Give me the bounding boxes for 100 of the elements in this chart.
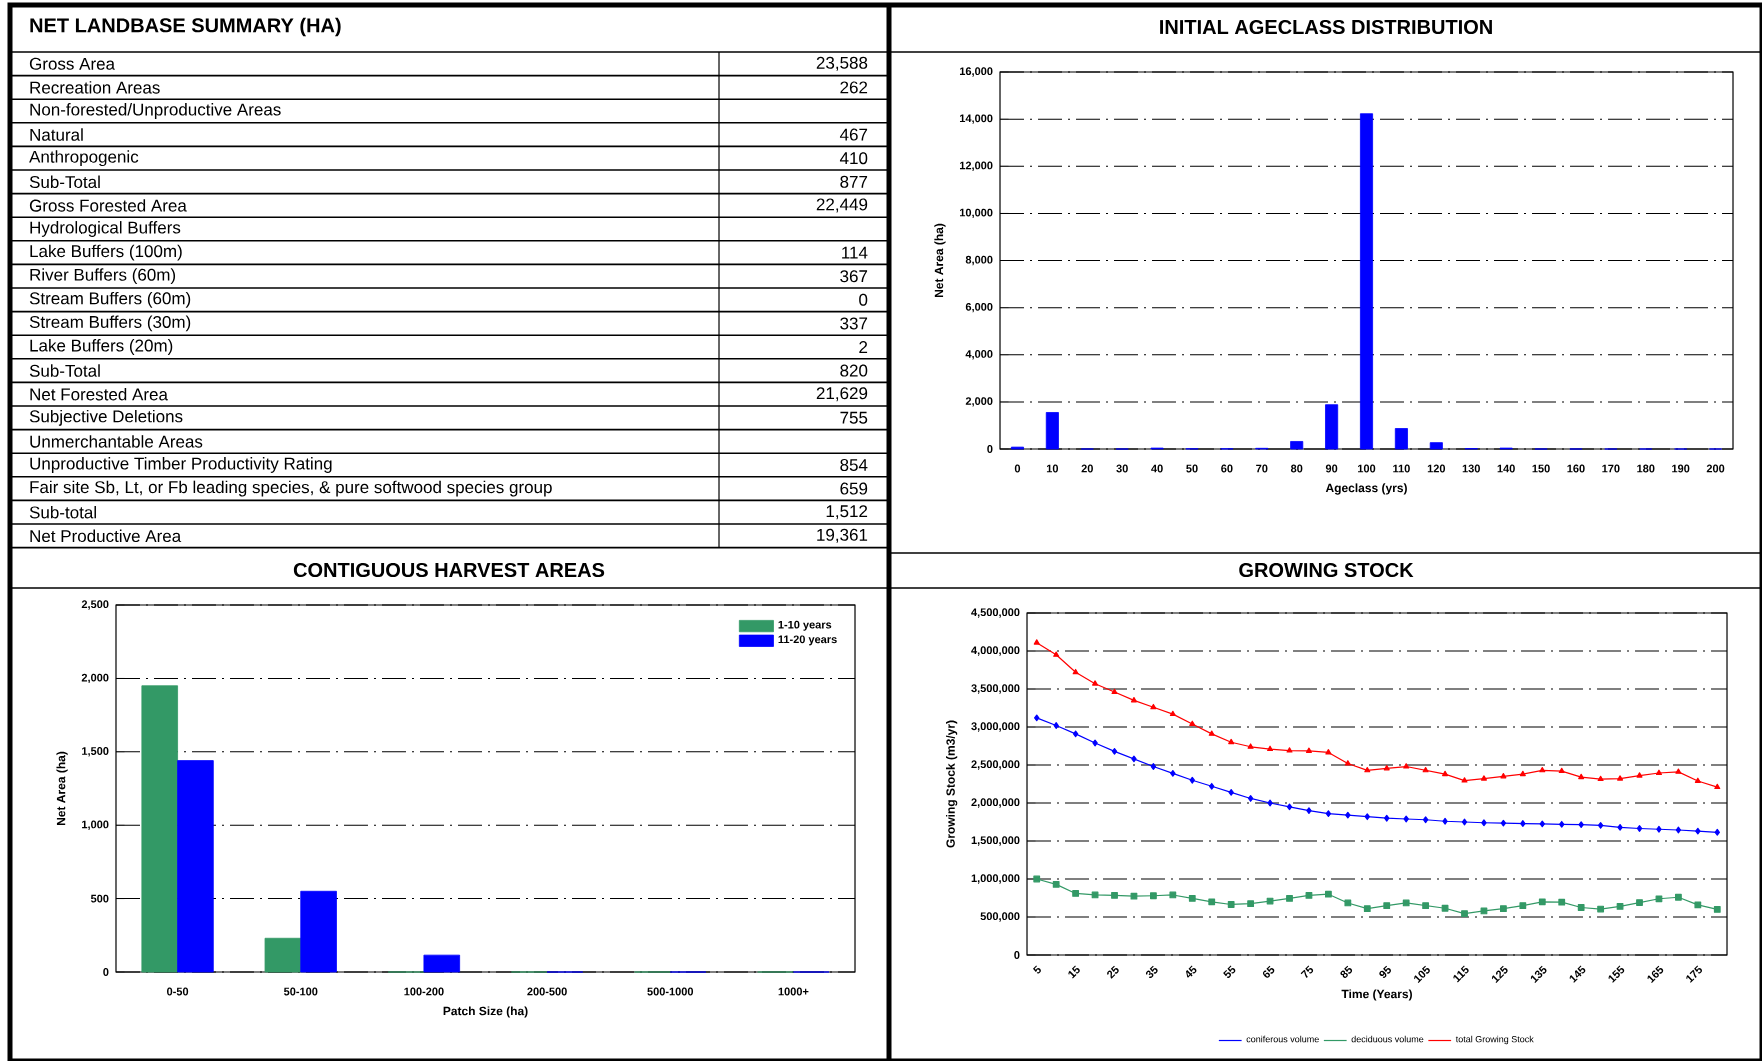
y-tick-label: 2,000 xyxy=(965,397,993,407)
legend-label: total Growing Stock xyxy=(1455,1035,1534,1045)
point xyxy=(1480,775,1487,781)
point xyxy=(1344,760,1351,766)
text: 820 xyxy=(840,364,868,377)
category-label: Hydrological Buffers xyxy=(30,221,181,237)
point xyxy=(1636,825,1643,832)
category-label: Subjective Deletions xyxy=(29,409,183,426)
point xyxy=(1597,775,1604,782)
x-axis-title: Ageclass (yrs) xyxy=(1325,483,1407,495)
point xyxy=(1150,892,1157,900)
bar xyxy=(264,937,302,973)
point xyxy=(1694,777,1701,783)
point xyxy=(1636,772,1643,778)
point xyxy=(1091,891,1099,899)
text: 410 xyxy=(839,152,868,165)
y-tick-label: 16,000 xyxy=(959,67,993,77)
x-tick-label: 45 xyxy=(1186,965,1197,978)
point xyxy=(1539,766,1546,773)
bar xyxy=(141,685,178,973)
bar xyxy=(423,954,461,973)
point xyxy=(1325,890,1332,898)
x-tick-label: 1000+ xyxy=(778,987,809,996)
point xyxy=(1111,688,1118,695)
y-tick-label: 4,000,000 xyxy=(971,646,1020,656)
text: 19,361 xyxy=(817,528,868,543)
point xyxy=(1402,899,1410,907)
point xyxy=(1538,898,1546,906)
y-tick-label: 1,000,000 xyxy=(971,874,1020,884)
category-label: Sub-Total xyxy=(29,175,100,189)
point xyxy=(1539,820,1545,828)
x-tick-label: 180 xyxy=(1637,464,1655,473)
x-tick-label: 100 xyxy=(1358,464,1376,473)
point xyxy=(1656,825,1662,833)
x-tick-label: 85 xyxy=(1340,965,1353,978)
point xyxy=(1616,902,1624,910)
point xyxy=(1558,767,1565,774)
x-tick-label: 55 xyxy=(1223,965,1236,978)
point xyxy=(1519,770,1526,777)
point xyxy=(1325,810,1332,818)
category-label: Lake Buffers (100m) xyxy=(30,244,182,261)
point xyxy=(1033,639,1040,645)
point xyxy=(1034,714,1040,722)
bar xyxy=(300,890,337,973)
point xyxy=(1344,899,1352,907)
y-tick-label: 2,000 xyxy=(81,673,109,684)
chart-title: GROWING STOCK xyxy=(1239,562,1414,578)
x-tick-label: 60 xyxy=(1221,464,1233,473)
point xyxy=(1306,807,1312,815)
point xyxy=(1383,902,1391,910)
point xyxy=(1500,819,1507,827)
point xyxy=(1617,775,1624,781)
x-tick-label: 500-1000 xyxy=(647,987,694,996)
point xyxy=(1325,749,1332,755)
point xyxy=(1286,894,1293,902)
text: 0 xyxy=(859,293,868,306)
x-tick-label: 145 xyxy=(1569,965,1586,983)
bar xyxy=(1325,404,1339,450)
point xyxy=(1209,782,1215,790)
legend-label: 11-20 years xyxy=(778,635,837,646)
x-tick-label: 20 xyxy=(1081,464,1093,473)
x-tick-label: 70 xyxy=(1256,464,1268,473)
point xyxy=(1578,821,1584,829)
point xyxy=(1130,892,1138,900)
x-tick-label: 95 xyxy=(1379,965,1391,978)
point xyxy=(1597,905,1605,913)
category-label: Stream Buffers (60m) xyxy=(29,291,191,308)
point xyxy=(1072,668,1079,675)
x-axis-title: Time (Years) xyxy=(1341,989,1412,1001)
point xyxy=(1111,891,1118,899)
y-axis-title: Net Area (ha) xyxy=(934,223,946,298)
point xyxy=(1461,910,1468,917)
point xyxy=(1208,730,1215,736)
point xyxy=(1227,901,1235,908)
text: 877 xyxy=(840,175,868,188)
point xyxy=(1364,813,1370,821)
x-tick-label: 165 xyxy=(1647,965,1664,983)
point xyxy=(1247,795,1254,802)
point xyxy=(1169,710,1176,717)
x-tick-label: 25 xyxy=(1107,965,1119,979)
y-tick-label: 1,500 xyxy=(82,747,109,757)
y-tick-label: 1,500,000 xyxy=(971,836,1020,846)
x-tick-label: 90 xyxy=(1325,464,1338,473)
x-tick-label: 50-100 xyxy=(283,987,318,996)
category-label: Fair site Sb, Lt, or Fb leading species, & pure softwood species group xyxy=(30,480,552,497)
point xyxy=(1364,766,1371,773)
point xyxy=(1383,765,1390,771)
x-tick-label: 75 xyxy=(1300,965,1314,978)
point xyxy=(1286,803,1293,811)
point xyxy=(1655,769,1662,775)
x-tick-label: 0-50 xyxy=(167,987,189,996)
point xyxy=(1617,823,1623,831)
category-label: Lake Buffers (20m) xyxy=(30,339,173,355)
x-tick-label: 160 xyxy=(1567,464,1585,473)
x-tick-label: 80 xyxy=(1290,464,1303,473)
point xyxy=(1228,788,1234,796)
point xyxy=(1500,773,1507,779)
category-label: Sub-total xyxy=(29,505,96,519)
point xyxy=(1033,875,1041,883)
point xyxy=(1519,902,1527,910)
